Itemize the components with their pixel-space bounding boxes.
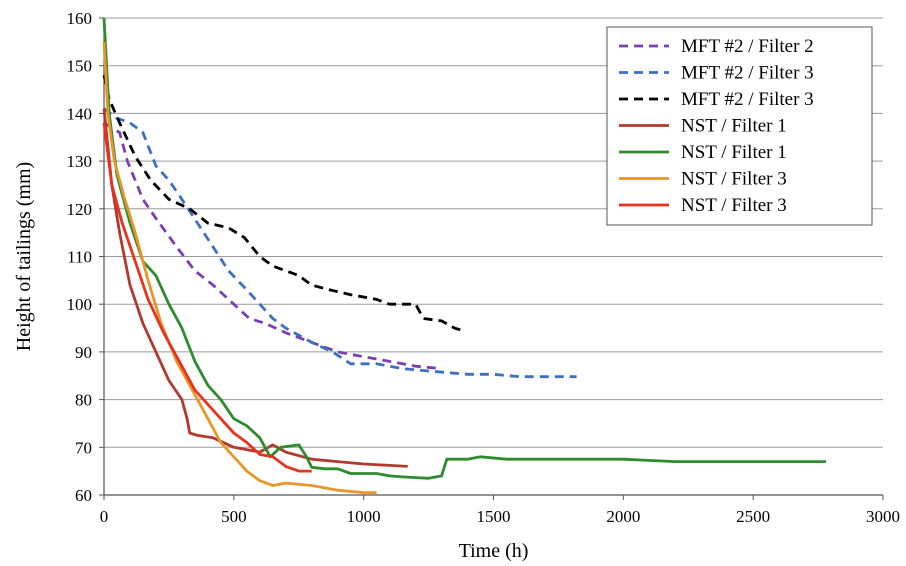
series-line-7: [102, 122, 312, 473]
series-line-6: [102, 41, 377, 494]
legend-label-7: NST / Filter 3: [681, 195, 787, 216]
x-tick-label: 500: [221, 507, 247, 526]
legend-label-2: MFT #2 / Filter 3: [681, 63, 814, 84]
series-line-5: [102, 17, 826, 480]
y-tick-label: 160: [67, 9, 93, 28]
legend-label-3: MFT #2 / Filter 3: [681, 89, 814, 110]
legend: MFT #2 / Filter 2 MFT #2 / Filter 3 MFT #2…: [606, 26, 873, 226]
y-axis-title: Height of tailings (mm): [13, 162, 35, 351]
y-tick-label: 110: [67, 248, 92, 267]
y-tick-label: 120: [67, 200, 93, 219]
x-tick-label: 1000: [347, 507, 381, 526]
y-tick-label: 150: [67, 57, 93, 76]
x-tick-label: 2000: [606, 507, 640, 526]
x-axis-title: Time (h): [459, 540, 529, 562]
legend-label-6: NST / Filter 3: [681, 169, 787, 190]
tick-labels: 60 70 80 90 100 110 120 130 140 150 160 0 500 1000 150…: [67, 9, 901, 526]
y-tick-label: 70: [75, 438, 92, 457]
x-tick-label: 1500: [477, 507, 511, 526]
legend-label-5: NST / Filter 1: [681, 142, 787, 163]
y-tick-label: 80: [75, 391, 92, 410]
y-tick-label: 130: [67, 152, 93, 171]
y-tick-label: 60: [75, 486, 92, 505]
y-tick-label: 140: [67, 104, 93, 123]
legend-label-1: MFT #2 / Filter 2: [681, 36, 814, 57]
series-lines: [102, 17, 826, 494]
legend-label-4: NST / Filter 1: [681, 116, 787, 137]
series-line-1: [103, 121, 442, 370]
series-line-4: [102, 108, 408, 468]
axes: [99, 17, 884, 500]
y-tick-label: 90: [75, 343, 92, 362]
x-tick-label: 3000: [866, 507, 900, 526]
y-tick-label: 100: [67, 295, 93, 314]
x-tick-label: 2500: [736, 507, 770, 526]
x-tick-label: 0: [100, 507, 109, 526]
series-line-2: [103, 107, 577, 379]
